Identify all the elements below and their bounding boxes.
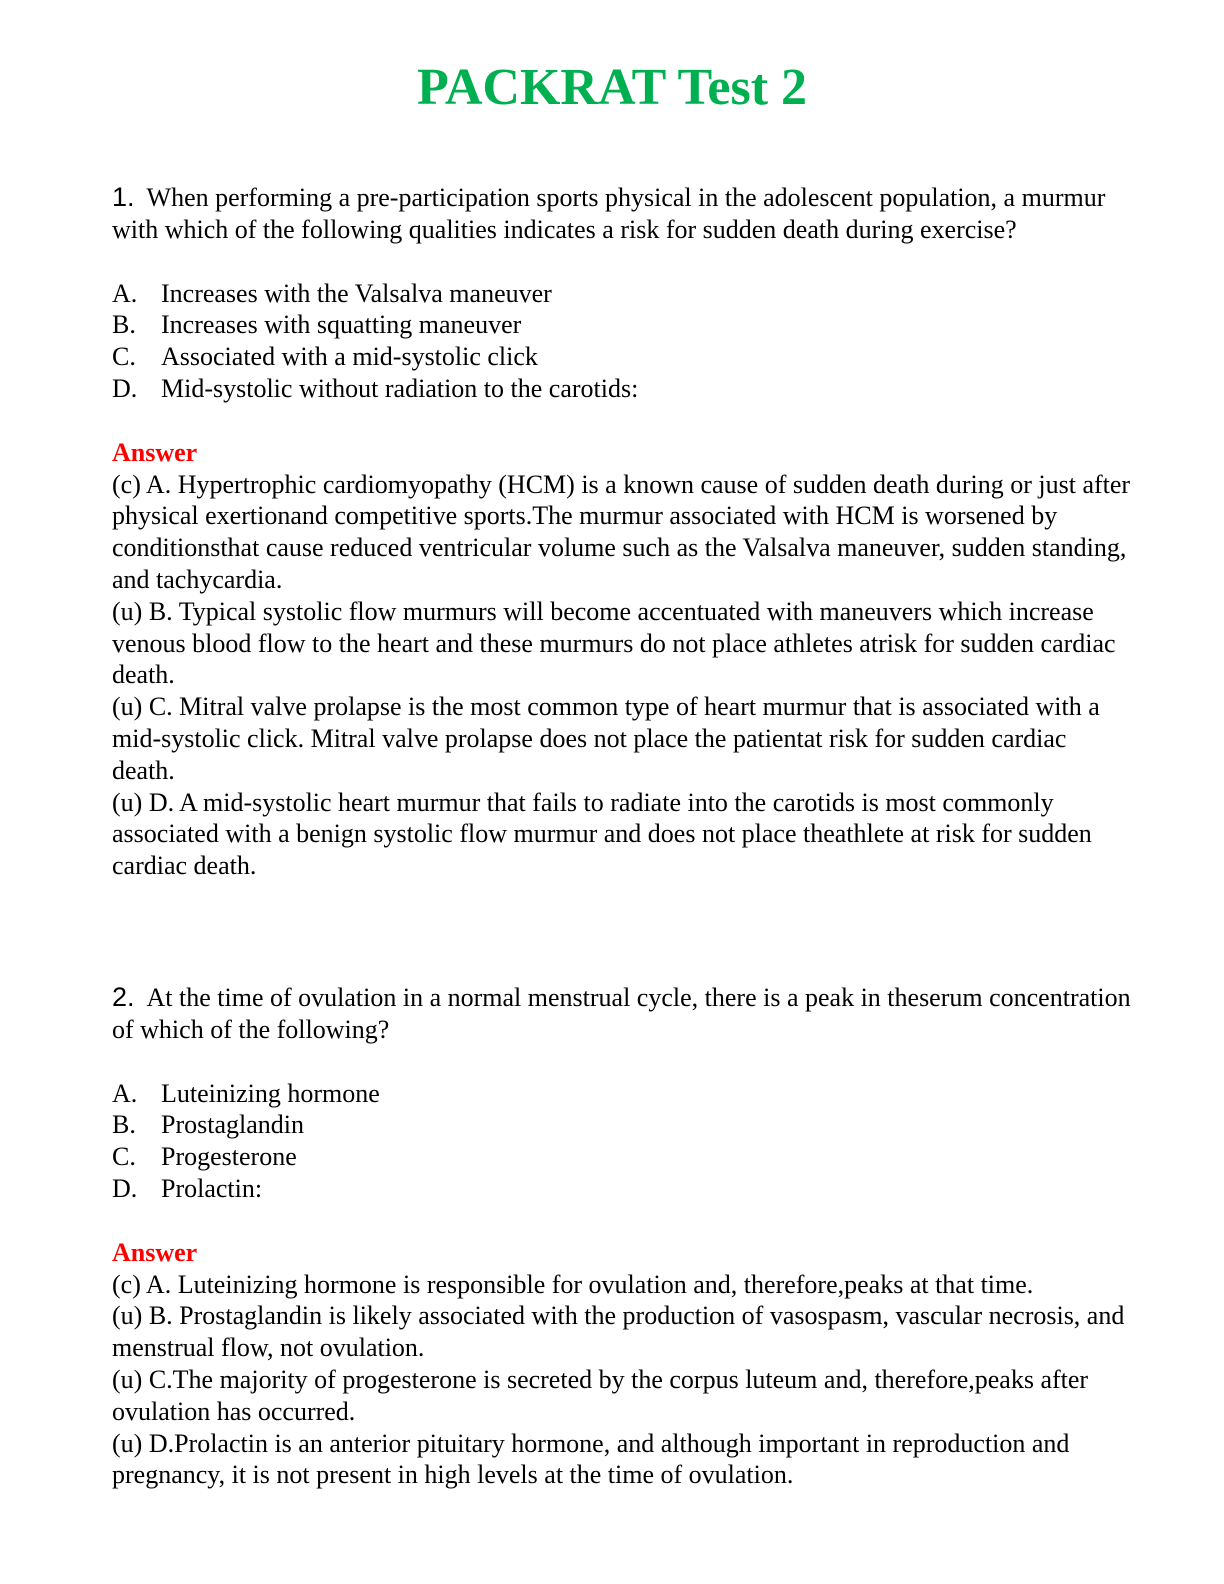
option-b: B. Prostaglandin <box>112 1109 1132 1141</box>
explanation: (u) B. Typical systolic flow murmurs wil… <box>112 596 1116 690</box>
option-text: Increases with the Valsalva maneuver <box>161 278 552 308</box>
option-letter: D. <box>112 1173 138 1203</box>
option-letter: C. <box>112 342 136 372</box>
option-letter: A. <box>112 1078 138 1108</box>
explanation: (c) A. Hypertrophic cardiomyopathy (HCM)… <box>112 469 1131 594</box>
option-letter: B. <box>112 1110 136 1140</box>
explanation: (u) C. Mitral valve prolapse is the most… <box>112 692 1100 785</box>
question-1: 1. When performing a pre-participation sp… <box>112 182 1132 882</box>
question-number: 1. <box>112 182 135 212</box>
answer-label: Answer <box>112 437 198 467</box>
option-text: Associated with a mid-systolic click <box>161 342 538 372</box>
page-title: PACKRAT Test 2 <box>416 59 808 116</box>
options-list: A. Increases with the Valsalva maneuver B… <box>112 278 1132 405</box>
answer-label: Answer <box>112 1237 198 1267</box>
option-d: D. Mid-systolic without radiation to the … <box>112 373 1132 405</box>
answer-explanations: (c) A. Luteinizing hormone is responsibl… <box>112 1269 1132 1492</box>
question-stem: When performing a pre-participation spor… <box>112 183 1106 244</box>
option-letter: A. <box>112 278 138 308</box>
option-text: Progesterone <box>161 1142 297 1172</box>
option-text: Prostaglandin <box>161 1110 304 1140</box>
explanation: (u) D.Prolactin is an anterior pituitary… <box>112 1428 1070 1490</box>
question-text: 1. When performing a pre-participation sp… <box>112 182 1132 246</box>
option-c: C. Associated with a mid-systolic click <box>112 341 1132 373</box>
option-letter: D. <box>112 373 138 403</box>
question-stem: At the time of ovulation in a normal men… <box>112 983 1131 1044</box>
option-a: A. Increases with the Valsalva maneuver <box>112 278 1132 310</box>
option-text: Luteinizing hormone <box>161 1078 380 1108</box>
question-text: 2. At the time of ovulation in a normal m… <box>112 982 1132 1046</box>
option-text: Prolactin: <box>161 1173 263 1203</box>
answer-explanations: (c) A. Hypertrophic cardiomyopathy (HCM)… <box>112 469 1132 882</box>
question-number: 2. <box>112 982 135 1012</box>
explanation: (u) B. Prostaglandin is likely associate… <box>112 1301 1125 1363</box>
option-letter: C. <box>112 1142 136 1172</box>
explanation: (u) C.The majority of progesterone is se… <box>112 1364 1089 1426</box>
option-b: B. Increases with squatting maneuver <box>112 309 1132 341</box>
option-a: A. Luteinizing hormone <box>112 1078 1132 1110</box>
question-2: 2. At the time of ovulation in a normal m… <box>112 982 1132 1491</box>
option-d: D. Prolactin: <box>112 1173 1132 1205</box>
option-text: Mid-systolic without radiation to the ca… <box>161 373 639 403</box>
options-list: A. Luteinizing hormone B. Prostaglandin C.… <box>112 1078 1132 1205</box>
explanation: (c) A. Luteinizing hormone is responsibl… <box>112 1269 1034 1299</box>
explanation: (u) D. A mid-systolic heart murmur that … <box>112 787 1092 881</box>
option-c: C. Progesterone <box>112 1141 1132 1173</box>
option-letter: B. <box>112 310 136 340</box>
option-text: Increases with squatting maneuver <box>161 310 522 340</box>
